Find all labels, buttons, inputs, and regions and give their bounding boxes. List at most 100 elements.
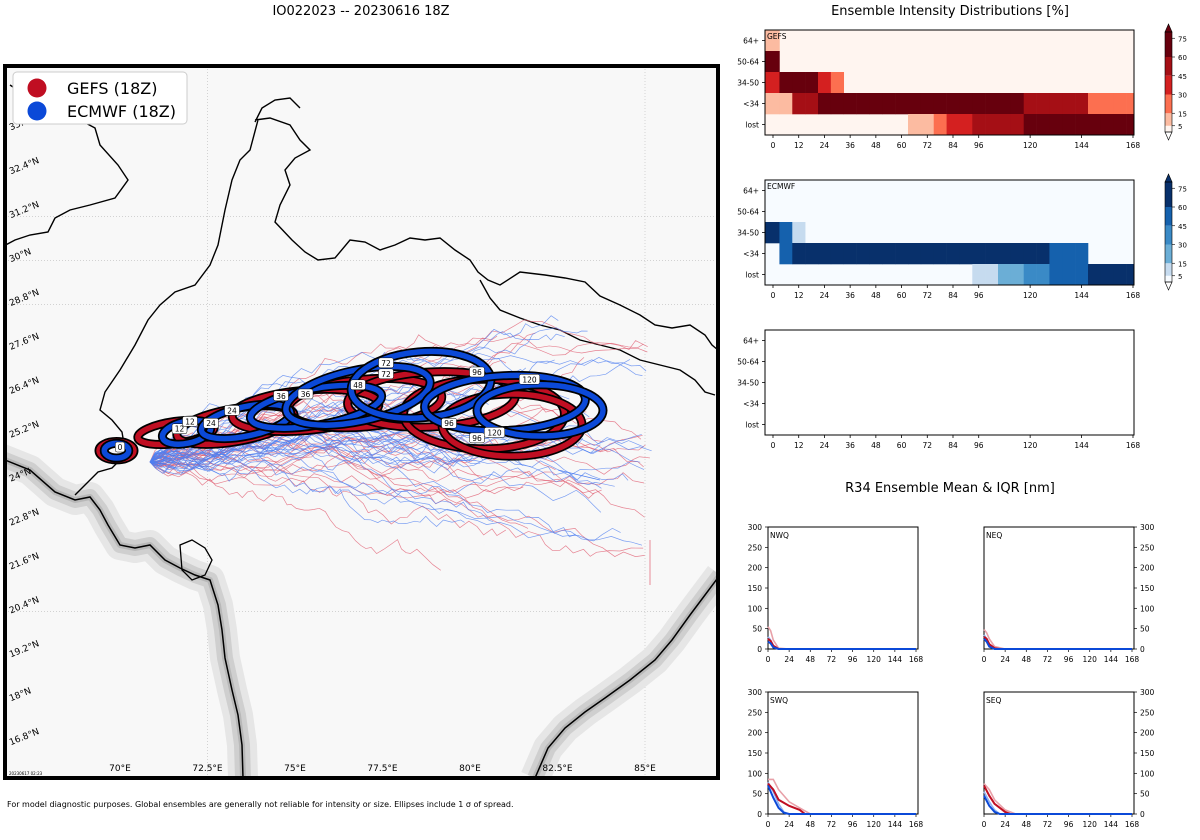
r34-panel-neq: NEQ 0 50 100 150 200 250 300 0 24 48 72 96 120 144 168	[982, 523, 1155, 664]
heatmap-cell	[933, 243, 947, 265]
coastline-east	[534, 576, 718, 778]
colorbar-tick-label: 30	[1178, 242, 1187, 250]
heatmap-cell	[830, 243, 845, 265]
r34-x-tick-label: 168	[1125, 655, 1140, 664]
r34-panel-label: SEQ	[986, 696, 1001, 705]
heatmap-cell	[805, 243, 819, 265]
heatmap-cell	[908, 114, 922, 136]
heatmap-cell	[1023, 114, 1037, 136]
r34-x-tick-label: 96	[848, 820, 858, 829]
tau-label: 36	[297, 388, 314, 400]
x-tick-label: 144	[1074, 141, 1089, 150]
heatmap-cell	[1036, 114, 1050, 136]
r34-series-ecmwf-mean	[767, 640, 916, 650]
heatmap-cell	[985, 114, 999, 136]
ecmwf-member-track	[149, 457, 465, 527]
gefs-member-track	[149, 454, 595, 499]
r34-y-tick-label: 300	[1140, 523, 1155, 532]
tau-label-box	[273, 390, 289, 402]
r34-y-tick-label: 50	[1140, 790, 1150, 799]
heatmap-cell	[998, 243, 1012, 265]
tau-label-box	[297, 388, 314, 400]
row-label: 34-50	[737, 79, 759, 88]
row-label: lost	[745, 271, 759, 280]
r34-x-tick-label: 72	[1043, 820, 1053, 829]
x-tick-label: 12	[794, 441, 804, 450]
r34-x-tick-label: 144	[1104, 655, 1119, 664]
main-title: IO022023 -- 20230616 18Z	[272, 4, 450, 19]
r34-x-tick-label: 168	[909, 820, 924, 829]
heatmap-cell	[920, 114, 935, 136]
heatmap-label: ECMWF	[767, 182, 795, 191]
row-label: 50-64	[737, 58, 759, 67]
x-tick-label: 48	[871, 141, 881, 150]
tau-label-text: 36	[276, 392, 286, 401]
heatmap-cell	[972, 264, 986, 286]
heatmap-cell	[1049, 264, 1063, 286]
r34-x-tick-label: 48	[806, 820, 816, 829]
r34-y-tick-label: 250	[748, 708, 763, 717]
row-label: <34	[743, 400, 759, 409]
heatmap-cell	[1100, 93, 1115, 115]
r34-y-tick-label: 150	[748, 584, 763, 593]
heatmap-cell	[972, 93, 986, 115]
row-label: <34	[743, 100, 759, 109]
heatmap-cell	[805, 93, 819, 115]
r34-x-tick-label: 120	[867, 820, 882, 829]
r34-y-tick-label: 150	[1140, 584, 1155, 593]
tau-label: 24	[203, 417, 219, 429]
heatmap-cell	[998, 93, 1012, 115]
colorbar-tick-label: 75	[1178, 35, 1187, 43]
heatmap-cell	[765, 72, 780, 94]
tau-label-text: 36	[301, 390, 311, 399]
map-frame	[3, 64, 720, 780]
r34-series-ecmwf-mean	[983, 795, 1132, 815]
x-tick-label: 168	[1126, 291, 1141, 300]
r34-x-tick-label: 0	[982, 820, 987, 829]
heatmap-cell	[805, 72, 819, 94]
x-tick-label: 60	[897, 291, 907, 300]
heatmap-cell	[946, 114, 960, 136]
heatmap-cell	[765, 222, 780, 244]
heatmap-cell	[972, 114, 986, 136]
heatmap-title: Ensemble Intensity Distributions [%]	[831, 4, 1069, 19]
heatmap-label: GEFS	[767, 32, 787, 41]
colorbar-min-arrow	[1164, 131, 1173, 141]
r34-x-tick-label: 120	[867, 655, 882, 664]
r34-x-tick-label: 144	[888, 655, 903, 664]
colorbar-segment	[1165, 113, 1172, 126]
colorbar-tick-label: 60	[1178, 204, 1187, 212]
r34-panel-label: NEQ	[986, 531, 1002, 540]
r34-panel-label: SWQ	[770, 696, 788, 705]
heatmap-cell	[1088, 93, 1102, 115]
r34-y-tick-label: 250	[1140, 543, 1155, 552]
r34-x-tick-label: 0	[766, 655, 771, 664]
x-tick-label: 72	[923, 141, 933, 150]
heatmap-cell	[869, 93, 883, 115]
heatmap-cell	[1023, 264, 1037, 286]
heatmap-cell	[933, 114, 947, 136]
r34-panel-frame	[767, 691, 919, 815]
r34-y-tick-label: 200	[1140, 729, 1155, 738]
heatmap-cell	[882, 93, 896, 115]
r34-panel-frame	[767, 526, 919, 650]
heatmap-cell	[1100, 114, 1115, 136]
heatmap-cell	[818, 243, 832, 265]
x-tick-label: 168	[1126, 141, 1141, 150]
gefs-member-track	[149, 461, 645, 557]
x-tick-label: 36	[845, 441, 855, 450]
r34-title: R34 Ensemble Mean & IQR [nm]	[845, 481, 1055, 496]
r34-y-tick-label: 50	[752, 790, 762, 799]
r34-panel-swq: SWQ 0 50 100 150 200 250 300 0 24 48 72 96 120 144 168	[748, 688, 924, 829]
r34-x-tick-label: 24	[1000, 655, 1010, 664]
tau-label: 120	[519, 374, 540, 385]
heatmap-cell	[830, 93, 845, 115]
r34-y-tick-label: 50	[1140, 625, 1150, 634]
row-label: 64+	[743, 337, 759, 346]
tau-label: 96	[469, 366, 485, 378]
r34-y-tick-label: 150	[748, 749, 763, 758]
colorbar-tick-label: 15	[1178, 260, 1187, 268]
tau-label-text: 12	[185, 417, 195, 426]
r34-y-tick-label: 300	[748, 688, 763, 697]
